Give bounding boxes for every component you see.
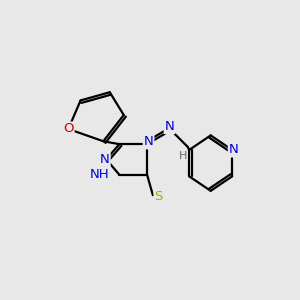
Text: NH: NH [90, 168, 110, 181]
Text: H: H [178, 151, 187, 161]
Text: O: O [63, 122, 74, 136]
Text: N: N [165, 120, 174, 133]
Text: S: S [154, 190, 163, 203]
Text: N: N [229, 143, 238, 157]
Text: N: N [100, 153, 110, 166]
Text: N: N [144, 135, 153, 148]
